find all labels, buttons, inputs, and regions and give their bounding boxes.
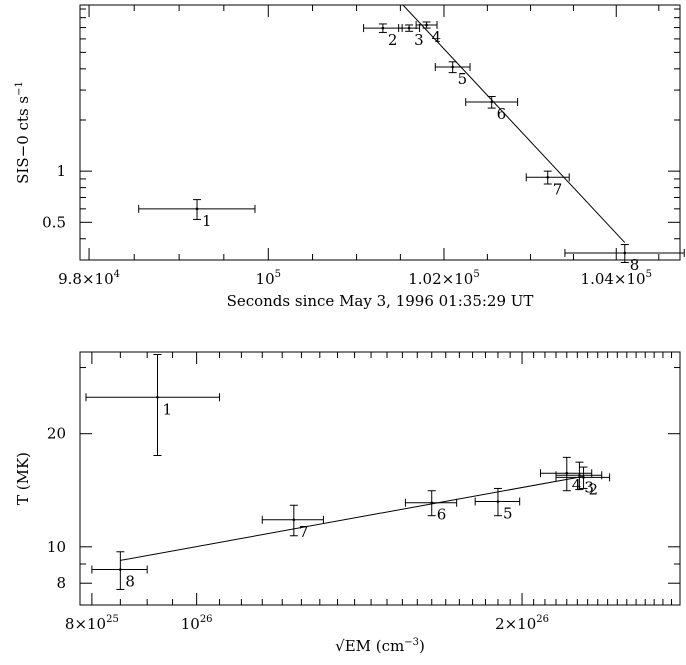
point-marker — [565, 471, 569, 475]
point-label: 2 — [589, 480, 599, 498]
y-tick-label: 0.5 — [42, 213, 66, 231]
data-point-7: 7 — [525, 170, 570, 198]
y-tick-label: 10 — [47, 538, 66, 556]
point-marker — [195, 207, 199, 211]
point-marker — [430, 501, 434, 505]
data-point-8: 8 — [91, 551, 148, 591]
point-label: 3 — [414, 31, 424, 49]
data-point-5: 5 — [474, 487, 521, 523]
chart-1: 9.8×104 105 1.02×105 1.04×105 0.5 1 Seconds si… — [14, 4, 685, 310]
point-marker — [496, 500, 500, 503]
point-marker — [578, 473, 581, 477]
point-label: 1 — [162, 400, 172, 418]
point-label: 3 — [584, 478, 594, 496]
point-marker — [425, 23, 428, 27]
chart-2: 8×1025 1026 2×1026 8 10 20 √EM (cm−3) T (MK) 1 23… — [14, 351, 681, 655]
plot-frame — [79, 4, 681, 261]
point-label: 5 — [503, 505, 513, 523]
plot-frame — [79, 351, 681, 606]
point-marker — [451, 65, 454, 69]
data-point-2: 2 — [363, 23, 403, 49]
data-point-4: 4 — [415, 20, 442, 46]
point-marker — [490, 100, 493, 104]
data-point-4: 4 — [539, 456, 593, 494]
data-point-1: 1 — [85, 353, 221, 456]
y-axis-label: T (MK) — [14, 452, 32, 505]
point-marker — [623, 251, 627, 255]
x-tick-label: 1026 — [181, 614, 213, 633]
x-tick-label: 1.02×105 — [408, 269, 479, 288]
fit-line — [120, 475, 584, 561]
y-tick-label: 1 — [56, 162, 66, 180]
x-tick-label: 9.8×104 — [58, 269, 120, 288]
x-axis-label: Seconds since May 3, 1996 01:35:29 UT — [227, 292, 534, 310]
y-tick-label: 8 — [56, 574, 66, 592]
point-marker — [292, 518, 296, 522]
point-label: 8 — [125, 573, 135, 591]
data-point-7: 7 — [261, 504, 324, 541]
point-marker — [407, 26, 411, 30]
point-marker — [546, 175, 550, 179]
point-label: 7 — [553, 180, 563, 198]
fit-line — [402, 5, 626, 243]
data-point-5: 5 — [434, 61, 471, 88]
point-label: 2 — [388, 31, 398, 49]
x-tick-label: 105 — [256, 269, 281, 288]
y-axis-label: SIS−0 cts s−1 — [14, 81, 32, 184]
point-marker — [156, 395, 159, 399]
data-point-6: 6 — [465, 95, 519, 123]
point-label: 6 — [437, 506, 447, 524]
point-marker — [582, 476, 585, 479]
y-tick-label: 20 — [47, 425, 66, 443]
point-marker — [381, 26, 385, 30]
data-point-6: 6 — [404, 490, 458, 524]
x-axis-label: √EM (cm−3) — [335, 637, 425, 655]
point-label: 4 — [432, 28, 442, 46]
x-tick-label: 2×1026 — [495, 614, 549, 633]
point-label: 5 — [458, 70, 468, 88]
data-point-3: 3 — [555, 461, 603, 496]
data-point-3: 3 — [398, 24, 424, 49]
point-label: 7 — [299, 523, 309, 541]
point-label: 8 — [630, 256, 640, 274]
data-point-8: 8 — [564, 244, 685, 274]
data-point-1: 1 — [138, 199, 256, 230]
point-marker — [119, 568, 122, 571]
point-label: 1 — [202, 212, 212, 230]
x-tick-label: 1.04×105 — [581, 269, 652, 288]
x-tick-label: 8×1025 — [65, 614, 119, 633]
point-label: 6 — [497, 105, 507, 123]
point-label: 4 — [572, 476, 582, 494]
